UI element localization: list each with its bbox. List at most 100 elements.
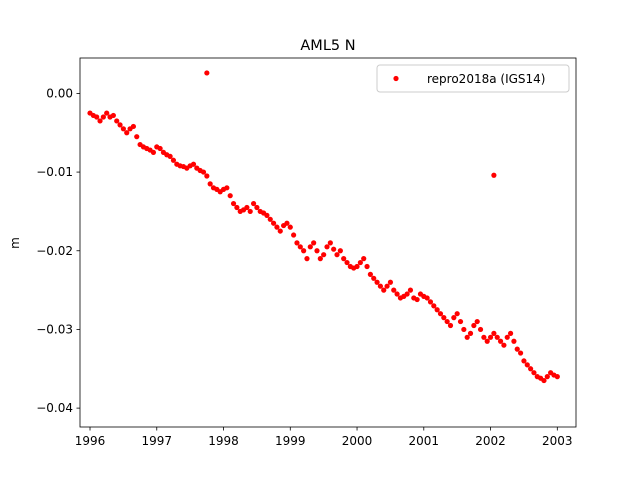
data-point bbox=[327, 240, 333, 246]
data-point bbox=[120, 126, 126, 132]
data-point bbox=[204, 173, 210, 179]
data-point bbox=[294, 240, 300, 246]
data-point bbox=[494, 334, 500, 340]
data-point bbox=[511, 338, 517, 344]
data-point bbox=[524, 362, 530, 368]
data-point bbox=[190, 161, 197, 167]
data-point bbox=[434, 307, 440, 313]
data-point bbox=[354, 263, 360, 270]
data-point bbox=[384, 283, 390, 289]
data-point bbox=[321, 252, 327, 258]
x-tick-label: 1999 bbox=[275, 434, 306, 448]
data-point bbox=[341, 256, 347, 262]
data-point bbox=[204, 70, 210, 76]
y-tick-label: −0.04 bbox=[36, 401, 73, 415]
data-point bbox=[504, 334, 510, 340]
data-point bbox=[427, 299, 434, 305]
data-point bbox=[324, 244, 330, 250]
data-point bbox=[307, 244, 313, 250]
data-point bbox=[464, 334, 470, 340]
data-point bbox=[387, 279, 394, 285]
data-point bbox=[371, 275, 377, 281]
data-point bbox=[554, 374, 560, 380]
data-point bbox=[170, 157, 177, 163]
data-point bbox=[507, 330, 514, 336]
data-point bbox=[117, 122, 123, 128]
data-point bbox=[291, 232, 297, 238]
data-point bbox=[444, 318, 450, 325]
data-point bbox=[404, 291, 410, 297]
data-point bbox=[334, 252, 340, 258]
data-point bbox=[130, 123, 137, 130]
chart-title: AML5 N bbox=[300, 38, 355, 54]
data-point bbox=[377, 283, 383, 289]
data-point bbox=[284, 220, 290, 226]
data-point bbox=[100, 114, 106, 120]
data-point bbox=[337, 248, 343, 254]
x-tick-label: 1997 bbox=[141, 434, 172, 448]
data-point bbox=[234, 204, 240, 211]
data-point bbox=[207, 181, 213, 187]
data-point bbox=[517, 350, 524, 356]
data-point bbox=[134, 134, 140, 140]
data-point bbox=[477, 326, 484, 333]
data-point bbox=[457, 318, 464, 325]
data-point bbox=[364, 263, 370, 270]
y-tick-label: −0.02 bbox=[36, 244, 73, 258]
data-points bbox=[87, 70, 560, 384]
data-point bbox=[331, 246, 337, 252]
data-point bbox=[344, 259, 350, 266]
data-point bbox=[454, 311, 460, 317]
data-point bbox=[157, 145, 163, 152]
data-point bbox=[97, 118, 103, 124]
data-point bbox=[247, 208, 253, 215]
x-tick-label: 2003 bbox=[542, 434, 573, 448]
x-tick-label: 1996 bbox=[75, 434, 106, 448]
data-point bbox=[501, 342, 507, 348]
data-point bbox=[474, 318, 480, 325]
data-point bbox=[244, 204, 250, 211]
data-point bbox=[301, 248, 307, 254]
x-tick-label: 2001 bbox=[409, 434, 440, 448]
data-point bbox=[277, 228, 283, 234]
legend-box bbox=[376, 64, 570, 93]
data-point bbox=[227, 193, 233, 199]
x-tick-label: 2002 bbox=[475, 434, 506, 448]
data-point bbox=[304, 256, 310, 262]
x-tick-label: 2000 bbox=[342, 434, 373, 448]
data-point bbox=[381, 287, 387, 293]
data-point bbox=[528, 366, 534, 372]
data-point bbox=[394, 291, 400, 297]
data-point bbox=[414, 296, 420, 303]
plot-frame bbox=[79, 57, 577, 428]
data-point bbox=[521, 358, 527, 364]
data-point bbox=[487, 334, 494, 340]
y-tick-label: −0.01 bbox=[36, 165, 73, 179]
data-point bbox=[374, 279, 380, 285]
x-axis-ticks: 1996 1997 1998 1999 2000 2001 2002 2003 bbox=[75, 427, 573, 448]
data-point bbox=[467, 330, 474, 336]
data-point bbox=[110, 112, 116, 119]
x-tick-label: 1998 bbox=[208, 434, 239, 448]
data-point bbox=[267, 216, 273, 222]
data-point bbox=[104, 110, 110, 116]
data-point bbox=[270, 220, 277, 226]
data-point bbox=[150, 149, 157, 156]
data-point bbox=[250, 200, 257, 207]
legend: repro2018a (IGS14) bbox=[376, 64, 570, 93]
data-point bbox=[274, 224, 280, 230]
data-point bbox=[200, 169, 207, 175]
data-point bbox=[497, 338, 504, 344]
data-point bbox=[471, 322, 477, 329]
data-point bbox=[531, 370, 537, 376]
data-point bbox=[167, 153, 173, 159]
data-point bbox=[544, 374, 550, 380]
data-point bbox=[484, 338, 490, 344]
data-point bbox=[297, 244, 303, 250]
y-axis-label: m bbox=[8, 237, 22, 249]
data-point bbox=[311, 240, 317, 246]
data-point bbox=[447, 322, 454, 329]
data-point bbox=[124, 130, 130, 136]
data-point bbox=[94, 114, 100, 120]
